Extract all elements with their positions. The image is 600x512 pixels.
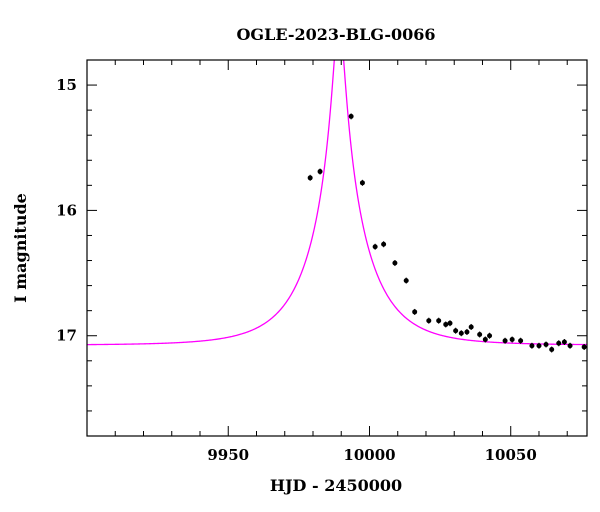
data-point (529, 343, 535, 349)
data-point (561, 339, 567, 345)
data-point (567, 343, 573, 349)
data-point (372, 244, 378, 250)
x-axis-label: HJD - 2450000 (270, 476, 402, 495)
data-point (381, 241, 387, 247)
chart-title: OGLE-2023-BLG-0066 (236, 25, 435, 44)
data-point (581, 344, 587, 350)
data-point (392, 260, 398, 266)
data-point (317, 169, 323, 175)
data-point (556, 340, 562, 346)
data-point (348, 113, 354, 119)
data-point (458, 330, 464, 336)
y-axis-label: I magnitude (11, 193, 30, 303)
data-point (359, 180, 365, 186)
data-point (549, 347, 555, 353)
x-tick-label: 10050 (485, 446, 537, 464)
data-point (426, 318, 432, 324)
data-point (307, 175, 313, 181)
data-point (412, 309, 418, 315)
data-point (436, 318, 442, 324)
data-point (536, 343, 542, 349)
data-point (543, 342, 549, 348)
data-point (509, 336, 515, 342)
data-point (453, 328, 459, 334)
data-point (487, 333, 493, 339)
model-curve (87, 60, 587, 346)
data-point (468, 324, 474, 330)
data-point (464, 329, 470, 335)
data-point (482, 336, 488, 342)
data-point (502, 338, 508, 344)
data-point (518, 338, 524, 344)
data-point (403, 278, 409, 284)
y-tick-label: 16 (56, 201, 77, 219)
y-tick-label: 15 (56, 76, 77, 94)
plot-frame (86, 59, 588, 437)
plot-content (87, 60, 587, 353)
data-point (477, 331, 483, 337)
data-point (447, 320, 453, 326)
y-tick-label: 17 (56, 327, 77, 345)
axis-ticks: 9950 10000 10050 15 16 17 (56, 59, 587, 464)
x-tick-label: 10000 (343, 446, 395, 464)
x-tick-label: 9950 (207, 446, 249, 464)
data-point (443, 321, 449, 327)
